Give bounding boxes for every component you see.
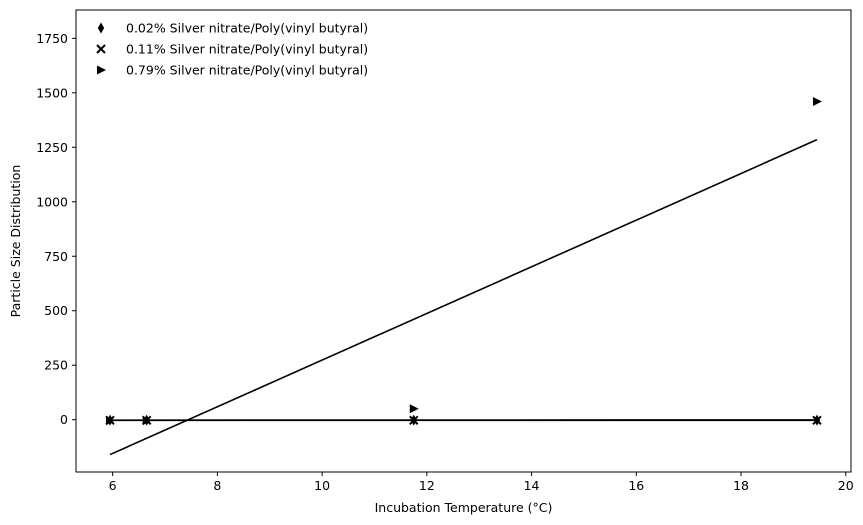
data-point-series-2 [409,415,419,426]
x-tick-label: 10 [314,478,330,493]
data-points [105,97,822,426]
fit-lines [109,138,818,456]
legend-label-series-2: 0.11% Silver nitrate/Poly(vinyl butyral) [126,42,368,57]
y-axis: 0 250 500 750 1000 1250 1500 1750 [36,31,76,427]
y-tick-label: 1750 [36,31,68,46]
y-tick-label: 250 [44,358,68,373]
legend-marker-series-2 [96,44,106,54]
data-point-series-3 [142,416,152,426]
x-axis: 6 8 10 12 14 16 18 20 [109,472,854,493]
x-tick-label: 14 [524,478,540,493]
x-tick-label: 16 [628,478,644,493]
y-tick-label: 500 [44,303,68,318]
x-tick-label: 12 [419,478,435,493]
legend: 0.02% Silver nitrate/Poly(vinyl butyral)… [96,21,368,78]
data-point-series-2 [812,415,822,426]
legend-marker-series-3 [97,65,106,75]
y-tick-label: 750 [44,249,68,264]
x-tick-label: 8 [213,478,221,493]
x-tick-label: 6 [109,478,117,493]
legend-label-series-1: 0.02% Silver nitrate/Poly(vinyl butyral) [126,21,368,36]
y-tick-label: 1500 [36,85,68,100]
x-axis-label: Incubation Temperature (°C) [375,500,553,515]
data-point-series-3 [812,97,822,107]
y-tick-label: 0 [60,412,68,427]
y-tick-label: 1250 [36,140,68,155]
plot-area-frame [75,9,852,473]
legend-marker-series-1 [97,22,105,34]
x-tick-label: 20 [838,478,854,493]
legend-label-series-3: 0.79% Silver nitrate/Poly(vinyl butyral) [126,63,368,78]
y-tick-label: 1000 [36,194,68,209]
y-axis-label: Particle Size Distribution [8,165,23,318]
data-point-series-3 [106,416,116,426]
data-point-series-3 [409,404,419,414]
fit-line-series-3 [109,138,818,456]
x-tick-label: 18 [733,478,749,493]
